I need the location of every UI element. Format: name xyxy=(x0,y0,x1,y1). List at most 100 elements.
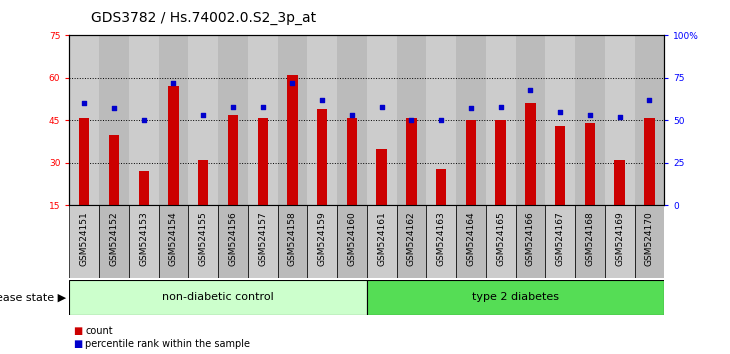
Text: GSM524157: GSM524157 xyxy=(258,211,267,266)
Bar xyxy=(496,120,506,205)
Bar xyxy=(69,205,99,278)
Bar xyxy=(109,135,119,205)
Text: GSM524151: GSM524151 xyxy=(80,211,89,266)
Bar xyxy=(248,35,277,205)
Text: percentile rank within the sample: percentile rank within the sample xyxy=(85,339,250,349)
Text: GSM524153: GSM524153 xyxy=(139,211,148,266)
Text: GSM524170: GSM524170 xyxy=(645,211,654,266)
Bar xyxy=(367,205,396,278)
Text: GSM524167: GSM524167 xyxy=(556,211,565,266)
Bar xyxy=(139,171,149,205)
Bar xyxy=(248,205,277,278)
Bar xyxy=(367,280,664,315)
Bar xyxy=(367,35,396,205)
Bar xyxy=(337,205,366,278)
Text: GSM524156: GSM524156 xyxy=(228,211,237,266)
Text: GSM524165: GSM524165 xyxy=(496,211,505,266)
Text: GSM524161: GSM524161 xyxy=(377,211,386,266)
Bar xyxy=(79,118,90,205)
Bar xyxy=(258,118,268,205)
Text: GSM524154: GSM524154 xyxy=(169,211,178,266)
Text: count: count xyxy=(85,326,113,336)
Text: type 2 diabetes: type 2 diabetes xyxy=(472,292,559,302)
Text: GSM524163: GSM524163 xyxy=(437,211,446,266)
Bar xyxy=(575,35,605,205)
Point xyxy=(227,104,239,110)
Bar xyxy=(218,35,248,205)
Bar xyxy=(525,103,536,205)
Point xyxy=(346,113,358,118)
Point xyxy=(435,118,447,123)
Bar xyxy=(644,118,655,205)
Bar xyxy=(426,205,456,278)
Bar xyxy=(128,205,158,278)
Bar xyxy=(188,35,218,205)
Bar xyxy=(228,115,238,205)
Bar xyxy=(396,35,426,205)
Point xyxy=(376,104,388,110)
Bar xyxy=(69,280,367,315)
Bar xyxy=(99,35,128,205)
Text: GSM524160: GSM524160 xyxy=(347,211,356,266)
Bar xyxy=(456,35,486,205)
Bar xyxy=(69,35,99,205)
Text: ■: ■ xyxy=(73,339,82,349)
Bar xyxy=(436,169,447,205)
Bar xyxy=(128,35,158,205)
Bar xyxy=(466,120,476,205)
Point xyxy=(614,114,626,120)
Text: disease state ▶: disease state ▶ xyxy=(0,292,66,302)
Point xyxy=(465,105,477,111)
Bar xyxy=(486,205,515,278)
Bar xyxy=(486,35,515,205)
Point xyxy=(554,109,566,115)
Bar xyxy=(198,160,209,205)
Point xyxy=(406,118,418,123)
Bar xyxy=(615,160,625,205)
Bar xyxy=(406,118,417,205)
Bar xyxy=(377,149,387,205)
Point xyxy=(168,80,180,86)
Bar xyxy=(575,205,605,278)
Bar xyxy=(307,205,337,278)
Point xyxy=(644,97,656,103)
Bar xyxy=(545,35,575,205)
Bar xyxy=(277,35,307,205)
Bar xyxy=(287,75,298,205)
Bar xyxy=(515,205,545,278)
Point xyxy=(197,113,209,118)
Text: GSM524164: GSM524164 xyxy=(466,211,475,266)
Bar xyxy=(168,86,179,205)
Text: GSM524168: GSM524168 xyxy=(585,211,594,266)
Text: GSM524152: GSM524152 xyxy=(110,211,118,266)
Text: GSM524158: GSM524158 xyxy=(288,211,297,266)
Point xyxy=(287,80,299,86)
Text: GSM524169: GSM524169 xyxy=(615,211,624,266)
Bar xyxy=(347,118,357,205)
Bar xyxy=(515,35,545,205)
Point xyxy=(257,104,269,110)
Bar xyxy=(188,205,218,278)
Bar xyxy=(337,35,366,205)
Bar xyxy=(307,35,337,205)
Text: ■: ■ xyxy=(73,326,82,336)
Text: GSM524162: GSM524162 xyxy=(407,211,416,266)
Bar xyxy=(277,205,307,278)
Text: GSM524155: GSM524155 xyxy=(199,211,208,266)
Text: non-diabetic control: non-diabetic control xyxy=(162,292,274,302)
Point xyxy=(584,113,596,118)
Text: GSM524166: GSM524166 xyxy=(526,211,535,266)
Point xyxy=(78,101,90,106)
Bar xyxy=(605,205,634,278)
Point xyxy=(108,105,120,111)
Point xyxy=(525,87,537,93)
Text: GDS3782 / Hs.74002.0.S2_3p_at: GDS3782 / Hs.74002.0.S2_3p_at xyxy=(91,11,316,25)
Bar xyxy=(396,205,426,278)
Bar xyxy=(634,35,664,205)
Bar xyxy=(545,205,575,278)
Bar xyxy=(158,205,188,278)
Point xyxy=(316,97,328,103)
Bar xyxy=(634,205,664,278)
Bar xyxy=(426,35,456,205)
Point xyxy=(138,118,150,123)
